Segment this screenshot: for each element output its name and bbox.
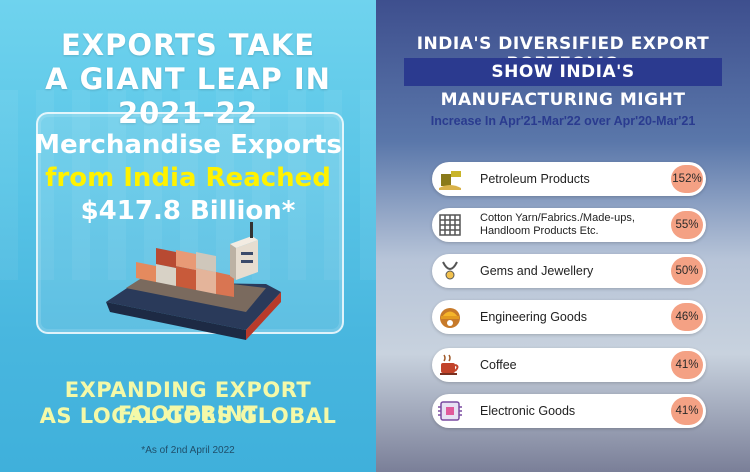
item-label: Engineering Goods — [480, 309, 588, 324]
list-item-cotton: Cotton Yarn/Fabrics./Made-ups, Handloom … — [432, 208, 706, 242]
cargo-ship-icon — [106, 222, 281, 340]
item-label: Petroleum Products — [480, 171, 590, 186]
petroleum-icon — [436, 165, 464, 193]
list-item-gems: Gems and Jewellery 50% — [432, 254, 706, 288]
left-title-line1: EXPORTS TAKE — [60, 28, 316, 62]
item-label: Coffee — [480, 357, 517, 372]
port-background — [0, 90, 376, 280]
footer-line2: AS LOCAL GOES GLOBAL — [39, 404, 337, 428]
left-panel: EXPORTS TAKE A GIANT LEAP IN 2021-22 Mer… — [0, 0, 376, 472]
item-label: Gems and Jewellery — [480, 263, 594, 278]
item-label-line1: Cotton Yarn/Fabrics./Made-ups, — [480, 212, 635, 224]
necklace-icon — [436, 257, 464, 285]
footer-line1: EXPANDING EXPORT FOOTPRINT — [64, 378, 312, 426]
footnote: *As of 2nd April 2022 — [141, 445, 235, 456]
item-value: 152% — [671, 165, 703, 193]
list-item-coffee: Coffee 41% — [432, 348, 706, 382]
portfolio-banner: SHOW INDIA'S MANUFACTURING MIGHT — [404, 58, 722, 110]
circuit-icon — [436, 397, 464, 425]
coffee-icon — [436, 351, 464, 379]
item-label: Electronic Goods — [480, 403, 576, 418]
item-label: Cotton Yarn/Fabrics./Made-ups, Handloom … — [480, 208, 660, 242]
list-item-electronics: Electronic Goods 41% — [432, 394, 706, 428]
card-amount: $417.8 Billion* — [80, 196, 296, 226]
item-value: 41% — [671, 397, 703, 425]
list-item-engineering: Engineering Goods 46% — [432, 300, 706, 334]
item-value: 41% — [671, 351, 703, 379]
item-label-line2: Handloom Products Etc. — [480, 225, 599, 237]
portfolio-subtitle: Increase In Apr'21-Mar'22 over Apr'20-Ma… — [430, 114, 696, 128]
item-value: 50% — [671, 257, 703, 285]
right-panel: INDIA'S DIVERSIFIED EXPORT PORTFOLIO SHO… — [376, 0, 750, 472]
card-line1: Merchandise Exports — [34, 130, 342, 160]
card-line2: from India Reached — [45, 163, 331, 193]
hardhat-gear-icon — [436, 303, 464, 331]
list-item-petroleum: Petroleum Products 152% — [432, 162, 706, 196]
item-value: 46% — [671, 303, 703, 331]
fabric-icon — [436, 211, 464, 239]
item-value: 55% — [671, 211, 703, 239]
